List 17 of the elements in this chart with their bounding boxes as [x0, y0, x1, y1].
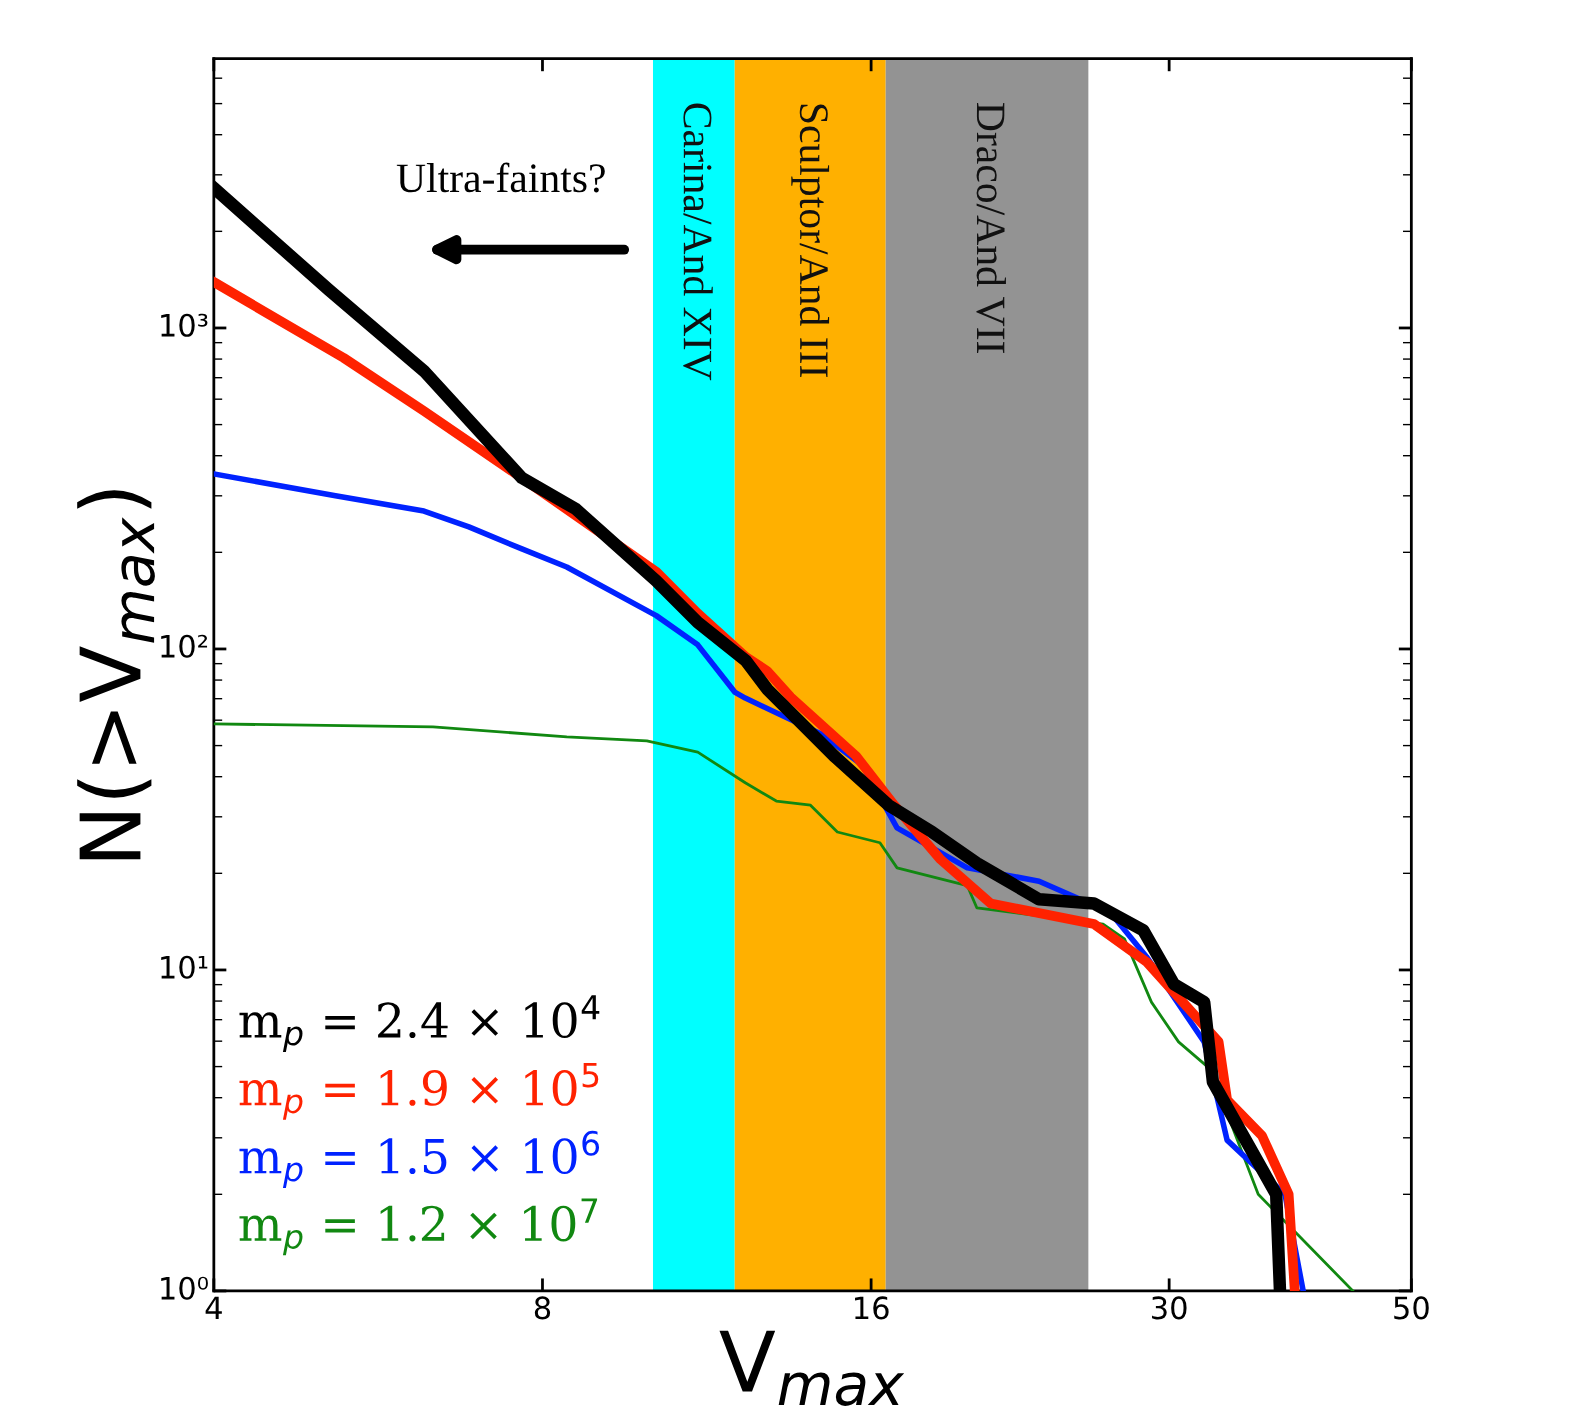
y-tick-label: 10³	[161, 313, 208, 337]
y-tick-label: 10²	[161, 634, 208, 658]
x-tick-label: 16	[855, 1296, 889, 1320]
x-axis-title: V$_{max}$	[719, 1330, 905, 1406]
text: m$_{p}$ = 1.9 × 10$^{5}$	[239, 1062, 599, 1120]
text: m$_{p}$ = 1.5 × 10$^{6}$	[239, 1130, 600, 1188]
x-tick-label: 50	[1394, 1296, 1429, 1320]
text: m$_{p}$ = 1.2 × 10$^{7}$	[239, 1198, 598, 1256]
x-tick-label: 30	[1152, 1296, 1187, 1320]
band-label: Sculptor/And III	[791, 104, 830, 377]
band-label: Carina/And XIV	[683, 103, 713, 381]
x-tick-label: 8	[534, 1296, 551, 1320]
y-axis-title: N(>V$_{max}$)	[77, 490, 155, 860]
y-tick-label: 10¹	[161, 955, 208, 979]
text: m$_{p}$ = 2.4 × 10$^{4}$	[239, 995, 600, 1053]
band-label: Draco/And VII	[976, 103, 1006, 354]
annotation: Ultra-faints?	[396, 162, 605, 193]
